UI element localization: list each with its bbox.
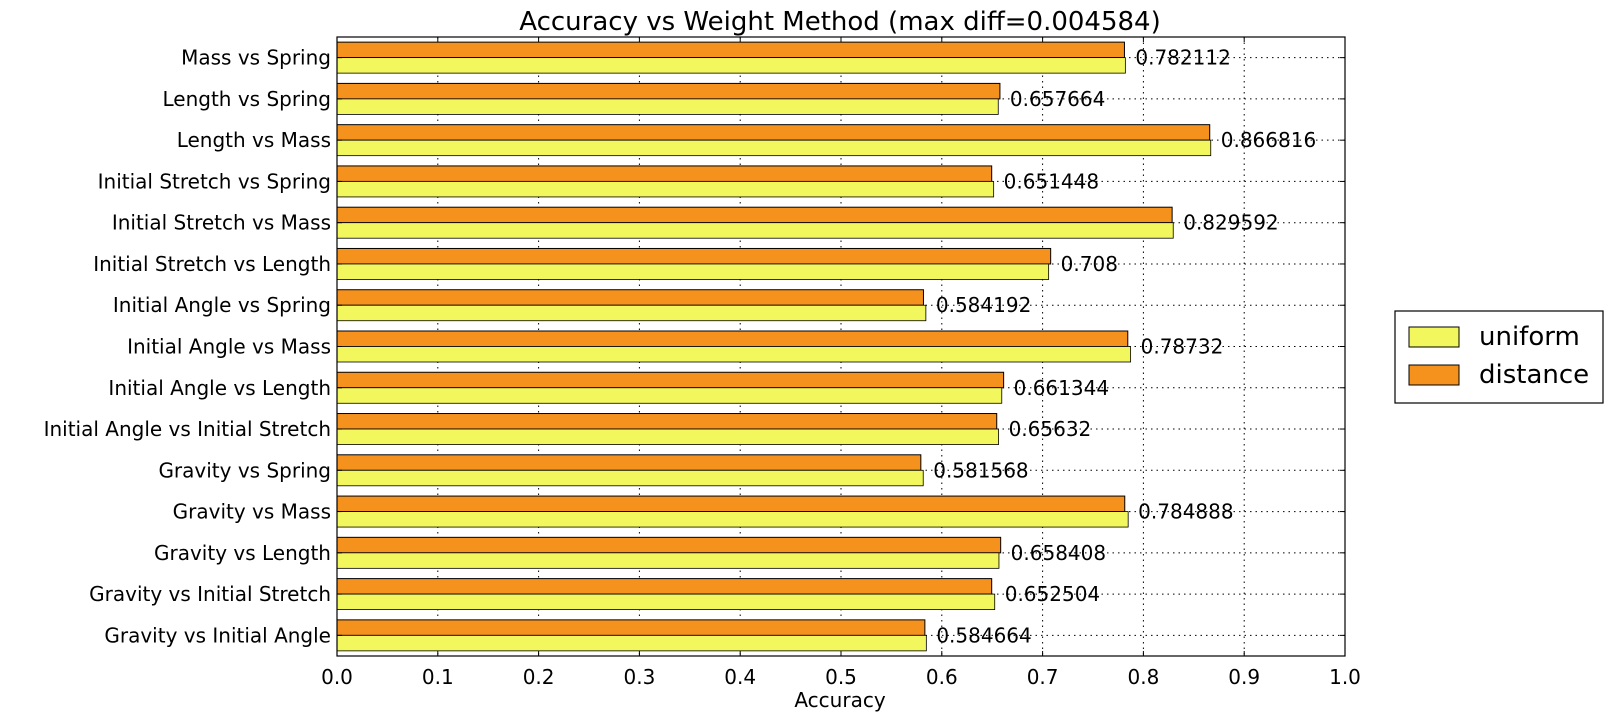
bar-distance: [336, 619, 926, 636]
category-label: Initial Stretch vs Spring: [98, 169, 331, 193]
value-label: 0.866816: [1221, 128, 1316, 152]
value-label: 0.661344: [1014, 376, 1109, 400]
bar-distance: [336, 413, 998, 430]
category-label: Length vs Mass: [177, 128, 331, 152]
bar-uniform: [336, 57, 1126, 74]
bar-uniform: [336, 428, 999, 445]
category-label: Initial Angle vs Initial Stretch: [44, 417, 331, 441]
legend-swatch-uniform: [1408, 326, 1460, 348]
category-label: Initial Stretch vs Length: [93, 252, 331, 276]
category-label: Initial Angle vs Mass: [127, 335, 331, 359]
bar-uniform: [336, 511, 1129, 528]
category-label: Initial Angle vs Length: [108, 376, 331, 400]
category-label: Gravity vs Length: [154, 541, 331, 565]
x-axis-label: Accuracy: [794, 688, 885, 712]
legend-label-uniform: uniform: [1479, 322, 1580, 352]
bar-distance: [336, 454, 922, 471]
category-label: Gravity vs Mass: [173, 500, 331, 524]
bar-uniform: [336, 222, 1174, 239]
bar-uniform: [336, 387, 1003, 404]
value-label: 0.658408: [1011, 541, 1106, 565]
value-label: 0.584192: [936, 293, 1031, 317]
bar-distance: [336, 371, 1005, 389]
x-tick-label: 0.3: [623, 665, 655, 689]
category-label: Mass vs Spring: [181, 46, 331, 70]
x-tick-label: 0.6: [926, 665, 958, 689]
x-tick-label: 0.5: [825, 665, 857, 689]
x-tick-label: 0.7: [1027, 665, 1059, 689]
bar-distance: [336, 82, 1001, 100]
value-label: 0.708: [1061, 252, 1118, 276]
x-tick-label: 0.2: [523, 665, 555, 689]
value-label: 0.581568: [933, 458, 1028, 482]
bar-distance: [336, 536, 1002, 554]
legend-swatch-distance: [1408, 364, 1460, 386]
category-label: Length vs Spring: [163, 87, 332, 111]
bar-uniform: [336, 139, 1212, 157]
value-label: 0.657664: [1010, 87, 1105, 111]
bar-uniform: [336, 263, 1050, 280]
bar-distance: [336, 330, 1129, 347]
bar-distance: [336, 41, 1125, 59]
bar-uniform: [336, 634, 927, 652]
bar-distance: [336, 206, 1173, 224]
bar-uniform: [336, 346, 1132, 363]
category-label: Gravity vs Initial Angle: [104, 623, 331, 647]
x-tick-label: 1.0: [1329, 665, 1361, 689]
bar-distance: [336, 165, 993, 182]
plot-frame: [336, 36, 1346, 657]
bar-distance: [336, 289, 924, 306]
x-tick-label: 0.1: [422, 665, 454, 689]
x-tick-label: 0.4: [724, 665, 756, 689]
chart-title: Accuracy vs Weight Method (max diff=0.00…: [519, 7, 1160, 37]
bar-distance: [336, 124, 1211, 141]
category-label: Initial Stretch vs Mass: [112, 211, 331, 235]
value-label: 0.784888: [1138, 500, 1233, 524]
bar-uniform: [336, 552, 1000, 569]
legend-box: [1394, 310, 1604, 404]
value-label: 0.782112: [1135, 46, 1230, 70]
bar-uniform: [336, 593, 996, 610]
bar-distance: [336, 247, 1052, 265]
bar-distance: [336, 495, 1126, 513]
value-label: 0.78732: [1141, 335, 1224, 359]
x-tick-label: 0.9: [1228, 665, 1260, 689]
value-label: 0.652504: [1005, 582, 1100, 606]
bar-uniform: [336, 98, 999, 115]
value-label: 0.65632: [1009, 417, 1092, 441]
category-label: Gravity vs Initial Stretch: [89, 582, 331, 606]
legend-label-distance: distance: [1479, 360, 1589, 390]
x-tick-label: 0.8: [1127, 665, 1159, 689]
category-label: Initial Angle vs Spring: [113, 293, 331, 317]
x-tick-label: 0.0: [321, 665, 353, 689]
value-label: 0.829592: [1183, 211, 1278, 235]
bar-uniform: [336, 304, 927, 322]
value-label: 0.584664: [936, 623, 1031, 647]
bar-uniform: [336, 469, 924, 487]
category-label: Gravity vs Spring: [158, 458, 331, 482]
bar-uniform: [336, 181, 995, 198]
value-label: 0.651448: [1004, 169, 1099, 193]
bar-distance: [336, 578, 993, 595]
